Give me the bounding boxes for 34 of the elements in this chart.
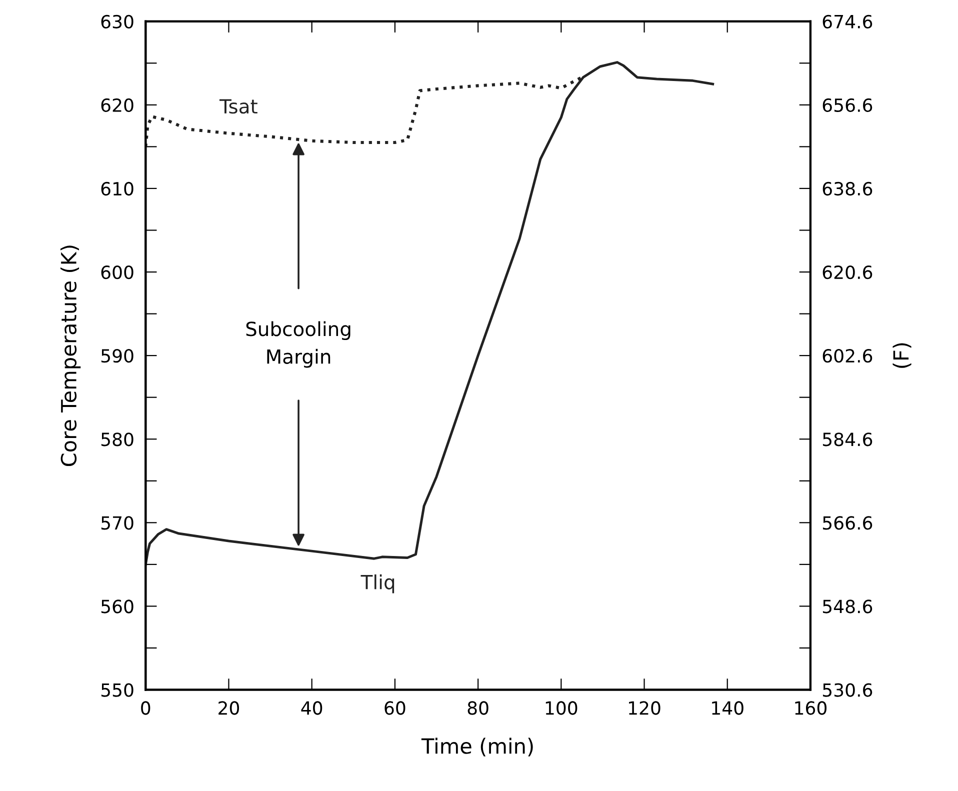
x-tick-label: 20 <box>218 701 240 715</box>
y-tick-label: 580 <box>101 432 134 446</box>
y2-tick-label: 548.6 <box>822 600 872 614</box>
y2-tick-label: 584.6 <box>822 432 872 446</box>
x-tick-label: 100 <box>546 701 578 715</box>
y2-tick-label: 638.6 <box>822 182 872 196</box>
y-axis-title: Core Temperature (K) <box>60 246 81 466</box>
y-tick-label: 550 <box>101 683 134 697</box>
x-tick-label: 0 <box>141 701 150 715</box>
x-tick-label: 120 <box>629 701 660 715</box>
x-tick-label: 60 <box>384 701 406 715</box>
y2-tick-label: 530.6 <box>822 683 872 697</box>
annotation: Subcooling Margin <box>246 321 350 368</box>
y2-tick-label: 602.6 <box>822 349 872 363</box>
y2-axis-title: (F) <box>892 343 912 368</box>
y-tick-label: 560 <box>101 600 134 614</box>
x-tick-label: 140 <box>712 701 744 715</box>
y2-tick-label: 656.6 <box>822 98 872 112</box>
x-axis-title: Time (min) <box>421 738 533 756</box>
y-tick-label: 590 <box>101 349 134 363</box>
series-label: Tliq <box>360 574 394 594</box>
x-tick-label: 160 <box>795 701 826 715</box>
x-tick-label: 80 <box>468 701 488 715</box>
y-tick-label: 620 <box>101 98 134 112</box>
y2-tick-label: 566.6 <box>822 516 872 530</box>
x-tick-label: 40 <box>301 701 322 715</box>
y2-tick-label: 674.6 <box>822 14 872 28</box>
line-series <box>146 61 714 566</box>
y-tick-label: 610 <box>101 182 134 196</box>
y-tick-label: 600 <box>101 265 134 280</box>
series-label: Tsat <box>219 99 258 114</box>
y2-tick-label: 620.6 <box>822 265 872 280</box>
y-tick-label: 570 <box>101 516 134 530</box>
y-tick-label: 630 <box>101 14 134 28</box>
